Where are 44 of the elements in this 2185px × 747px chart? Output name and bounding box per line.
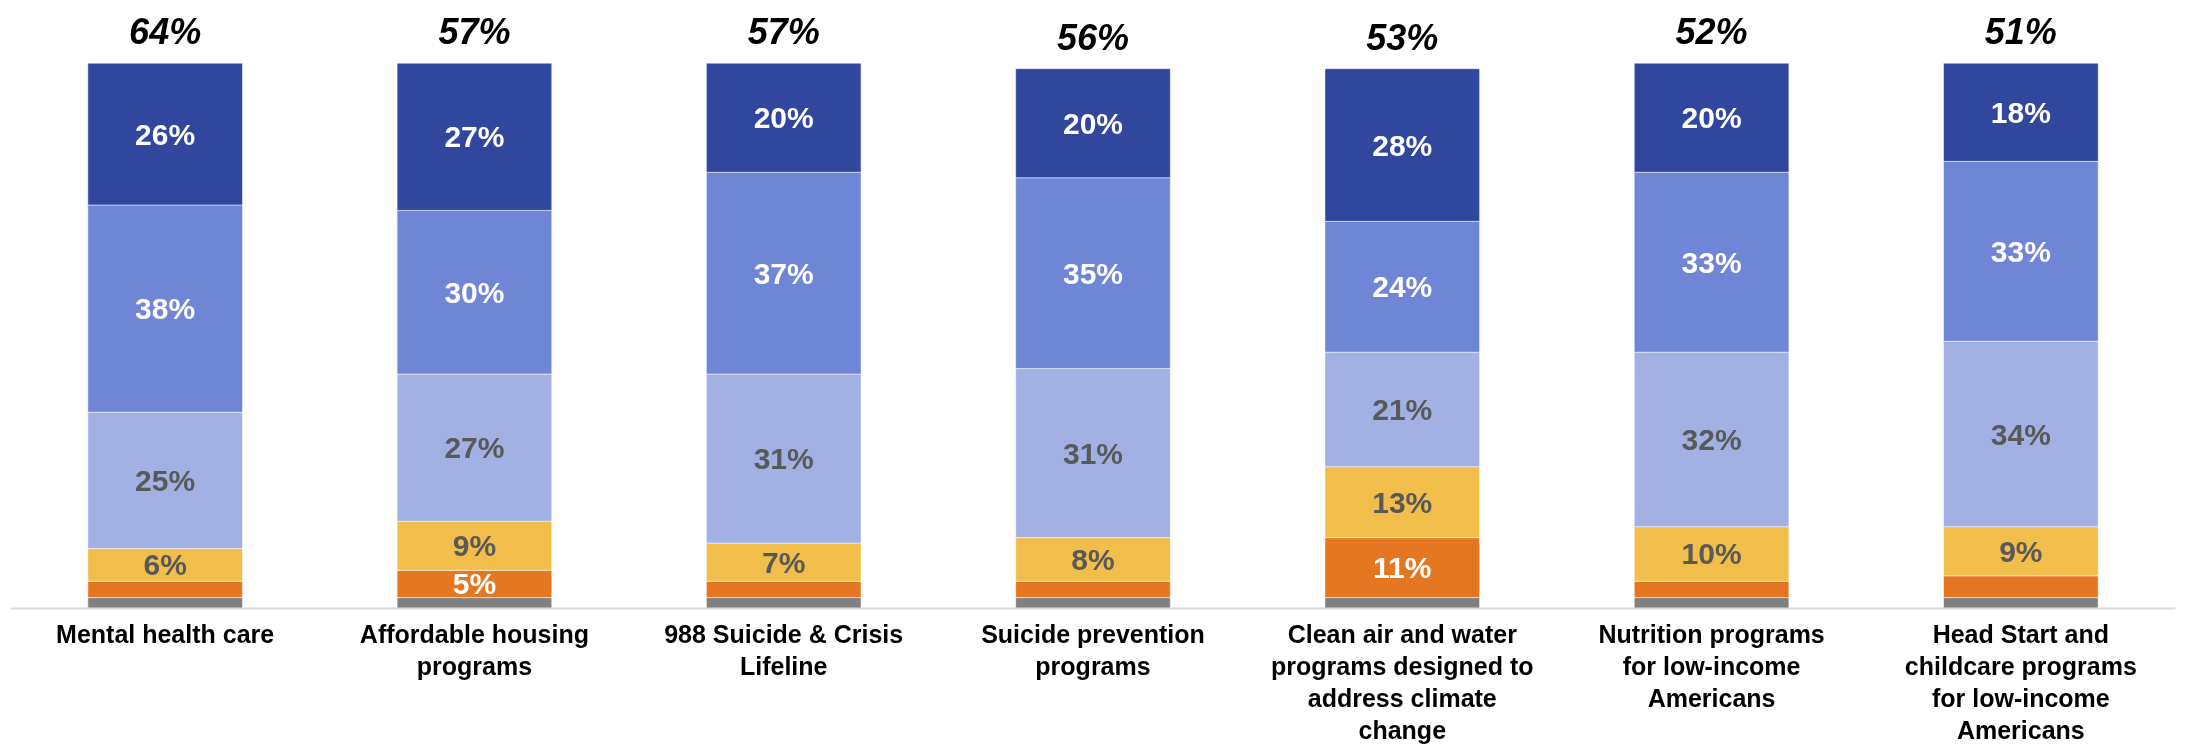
data-label: 8% <box>1071 542 1115 576</box>
data-label: 35% <box>1062 256 1124 290</box>
data-label: 9% <box>1999 534 2043 568</box>
data-label: 33% <box>1990 234 2051 268</box>
data-label: 9% <box>452 529 497 563</box>
data-label: 38% <box>135 292 196 326</box>
x-tick-label: Affordable housing programs <box>359 619 590 680</box>
x-tick-label: Mental health care <box>56 619 275 648</box>
data-label: 28% <box>1372 128 1433 162</box>
data-label: 24% <box>1372 270 1433 304</box>
x-tick-label: Nutrition programs for low-income Americans <box>1598 619 1825 712</box>
data-label: 18% <box>1990 95 2051 129</box>
x-tick-label: Clean air and water programs designed to address climate change <box>1271 619 1534 745</box>
annotation: 53% <box>1366 16 1439 58</box>
data-label: 25% <box>135 463 196 497</box>
data-label: 6% <box>143 548 187 582</box>
data-label: 30% <box>444 275 505 309</box>
data-label: 27% <box>444 120 505 154</box>
data-label: 20% <box>1062 106 1124 140</box>
data-label: 13% <box>1372 485 1433 519</box>
data-label: 32% <box>1681 422 1742 456</box>
data-label: 20% <box>753 101 814 135</box>
data-label: 20% <box>1681 101 1742 135</box>
x-tick-label: Head Start and childcare programs for low-income Americans <box>1904 619 2137 745</box>
data-label: 21% <box>1372 392 1433 426</box>
annotation: 57% <box>747 11 820 53</box>
annotation: 57% <box>438 11 511 53</box>
x-tick-label: 988 Suicide & Crisis Lifeline <box>664 619 904 680</box>
data-label: 34% <box>1990 417 2051 451</box>
data-label: 31% <box>753 442 814 476</box>
annotation: 51% <box>1984 11 2057 53</box>
annotation: 52% <box>1675 11 1748 53</box>
x-tick-label: Suicide prevention programs <box>981 619 1205 680</box>
data-label: 5% <box>452 567 497 601</box>
data-label: 11% <box>1373 551 1432 585</box>
data-label: 37% <box>753 256 814 290</box>
data-label: 7% <box>762 545 806 579</box>
annotation: 56% <box>1056 16 1130 58</box>
data-label: 31% <box>1062 436 1124 470</box>
data-label: 27% <box>444 431 505 465</box>
data-label: 10% <box>1681 537 1742 571</box>
data-label: 26% <box>135 117 196 151</box>
data-label: 33% <box>1681 245 1742 279</box>
annotation: 64% <box>129 11 202 53</box>
